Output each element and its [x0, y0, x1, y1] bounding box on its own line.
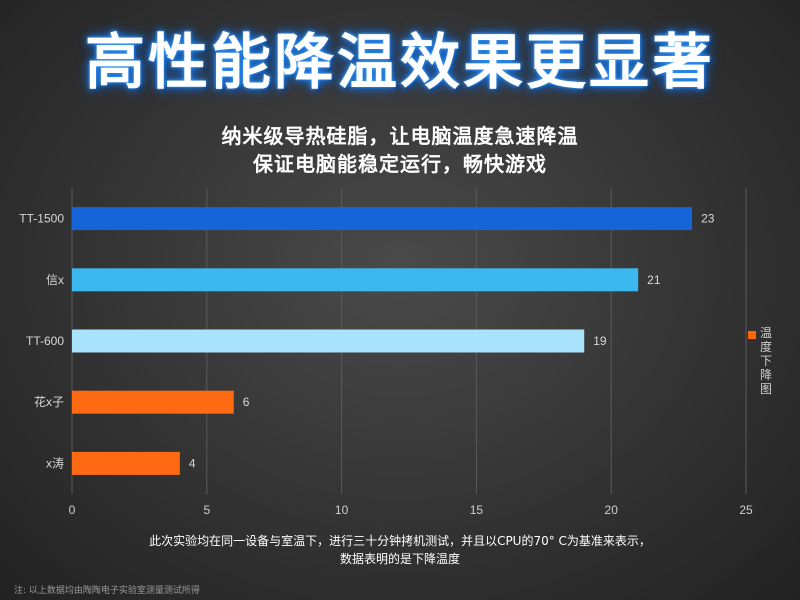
headline: 高性能降温效果更显著 [85, 28, 715, 98]
category-label: 信x [46, 273, 64, 287]
bar [72, 207, 693, 231]
data-label: 21 [647, 273, 661, 287]
footnote-line-1: 此次实验均在同一设备与室温下，进行三十分钟拷机测试，并且以CPU的70° C为基… [149, 534, 651, 548]
legend-label: 温度下降图 [760, 326, 773, 396]
data-label: 19 [593, 334, 607, 348]
data-label: 4 [189, 456, 196, 470]
x-tick-label: 15 [470, 503, 484, 517]
x-tick-label: 10 [335, 503, 349, 517]
legend-swatch [748, 331, 756, 339]
legend: 温度下降图 [748, 326, 773, 396]
bar [72, 451, 180, 475]
subtitle-line-2: 保证电脑能稳定运行，畅快游戏 [253, 152, 547, 176]
bar [72, 268, 639, 292]
category-label: TT-1500 [19, 212, 64, 226]
category-label: TT-600 [26, 334, 64, 348]
data-label: 23 [701, 212, 715, 226]
footnote-line-2: 数据表明的是下降温度 [339, 552, 460, 566]
source-note: 注: 以上数据均由陶陶电子实验室测量测试所得 [14, 586, 200, 596]
bar [72, 329, 585, 353]
data-label: 6 [243, 395, 250, 409]
x-tick-label: 20 [605, 503, 619, 517]
x-tick-label: 0 [69, 503, 76, 517]
x-tick-label: 5 [203, 503, 210, 517]
category-label: 花x子 [34, 394, 64, 409]
category-label: x涛 [46, 455, 64, 470]
subtitle-line-1: 纳米级导热硅脂，让电脑温度急速降温 [221, 124, 579, 148]
bar [72, 390, 234, 414]
x-tick-label: 25 [739, 503, 753, 517]
